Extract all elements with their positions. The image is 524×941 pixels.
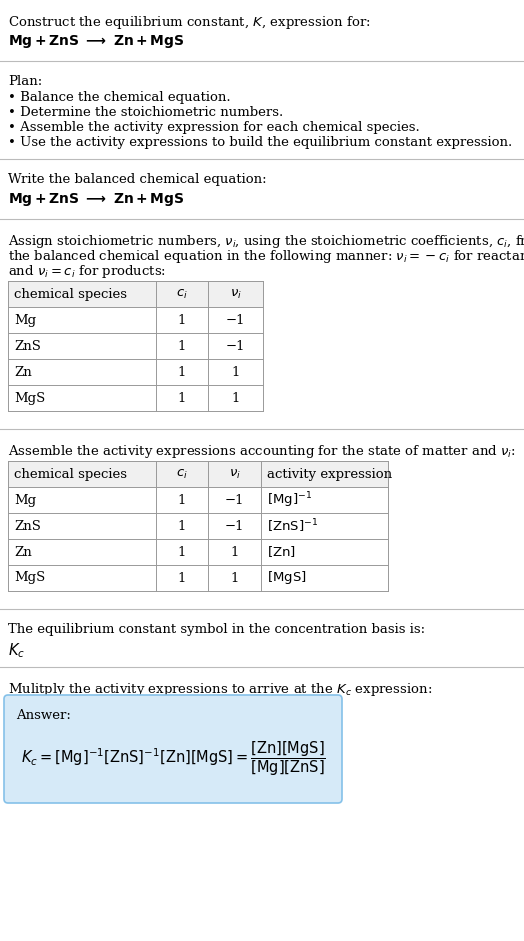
Text: chemical species: chemical species [14, 288, 127, 300]
Text: MgS: MgS [14, 571, 45, 584]
Text: −1: −1 [225, 519, 244, 533]
Text: Zn: Zn [14, 546, 32, 559]
Text: $[\mathrm{Zn}]$: $[\mathrm{Zn}]$ [267, 545, 296, 560]
Text: • Assemble the activity expression for each chemical species.: • Assemble the activity expression for e… [8, 121, 420, 134]
Text: $\mathbf{Mg + ZnS\ \longrightarrow\ Zn + MgS}$: $\mathbf{Mg + ZnS\ \longrightarrow\ Zn +… [8, 33, 185, 50]
Text: $[\mathrm{MgS}]$: $[\mathrm{MgS}]$ [267, 569, 307, 586]
Text: ZnS: ZnS [14, 340, 41, 353]
Text: • Determine the stoichiometric numbers.: • Determine the stoichiometric numbers. [8, 106, 283, 119]
Text: Zn: Zn [14, 365, 32, 378]
Text: $c_i$: $c_i$ [176, 287, 188, 300]
Bar [8, 359, 263, 385]
Text: chemical species: chemical species [14, 468, 127, 481]
Text: 1: 1 [178, 519, 186, 533]
Text: activity expression: activity expression [267, 468, 392, 481]
Text: The equilibrium constant symbol in the concentration basis is:: The equilibrium constant symbol in the c… [8, 623, 425, 636]
Text: Write the balanced chemical equation:: Write the balanced chemical equation: [8, 173, 267, 186]
Bar [8, 565, 388, 591]
Text: −1: −1 [226, 340, 245, 353]
Text: ZnS: ZnS [14, 519, 41, 533]
Text: the balanced chemical equation in the following manner: $\nu_i = -c_i$ for react: the balanced chemical equation in the fo… [8, 248, 524, 265]
Text: $[\mathrm{Mg}]^{-1}$: $[\mathrm{Mg}]^{-1}$ [267, 490, 312, 510]
Text: 1: 1 [178, 571, 186, 584]
Text: $\mathbf{Mg + ZnS\ \longrightarrow\ Zn + MgS}$: $\mathbf{Mg + ZnS\ \longrightarrow\ Zn +… [8, 191, 185, 208]
Text: −1: −1 [226, 313, 245, 327]
Bar [8, 487, 388, 513]
Text: $\nu_i$: $\nu_i$ [230, 287, 242, 300]
FancyBboxPatch shape [4, 695, 342, 803]
Text: Plan:: Plan: [8, 75, 42, 88]
Text: 1: 1 [178, 391, 186, 405]
Text: 1: 1 [231, 571, 239, 584]
Text: Assign stoichiometric numbers, $\nu_i$, using the stoichiometric coefficients, $: Assign stoichiometric numbers, $\nu_i$, … [8, 233, 524, 250]
Text: Assemble the activity expressions accounting for the state of matter and $\nu_i$: Assemble the activity expressions accoun… [8, 443, 516, 460]
Text: 1: 1 [231, 546, 239, 559]
Bar [8, 461, 388, 487]
Bar [8, 307, 263, 333]
Text: −1: −1 [225, 493, 244, 506]
Text: Mulitply the activity expressions to arrive at the $K_c$ expression:: Mulitply the activity expressions to arr… [8, 681, 432, 698]
Text: 1: 1 [178, 340, 186, 353]
Text: $K_c$: $K_c$ [8, 641, 25, 660]
Text: Mg: Mg [14, 493, 36, 506]
Text: $\nu_i$: $\nu_i$ [228, 468, 241, 481]
Text: and $\nu_i = c_i$ for products:: and $\nu_i = c_i$ for products: [8, 263, 166, 280]
Text: 1: 1 [178, 313, 186, 327]
Text: 1: 1 [231, 391, 239, 405]
Text: Construct the equilibrium constant, $K$, expression for:: Construct the equilibrium constant, $K$,… [8, 14, 370, 31]
Text: $[\mathrm{ZnS}]^{-1}$: $[\mathrm{ZnS}]^{-1}$ [267, 518, 318, 534]
Text: • Use the activity expressions to build the equilibrium constant expression.: • Use the activity expressions to build … [8, 136, 512, 149]
Text: $K_c = [\mathrm{Mg}]^{-1}[\mathrm{ZnS}]^{-1}[\mathrm{Zn}][\mathrm{MgS}] = \dfrac: $K_c = [\mathrm{Mg}]^{-1}[\mathrm{ZnS}]^… [20, 740, 325, 778]
Text: • Balance the chemical equation.: • Balance the chemical equation. [8, 91, 231, 104]
Bar [8, 539, 388, 565]
Bar [8, 385, 263, 411]
Text: 1: 1 [178, 493, 186, 506]
Bar [8, 513, 388, 539]
Bar [8, 333, 263, 359]
Text: 1: 1 [178, 365, 186, 378]
Text: $c_i$: $c_i$ [176, 468, 188, 481]
Text: MgS: MgS [14, 391, 45, 405]
Text: Answer:: Answer: [16, 709, 71, 722]
Text: 1: 1 [231, 365, 239, 378]
Text: 1: 1 [178, 546, 186, 559]
Text: Mg: Mg [14, 313, 36, 327]
Bar [8, 281, 263, 307]
